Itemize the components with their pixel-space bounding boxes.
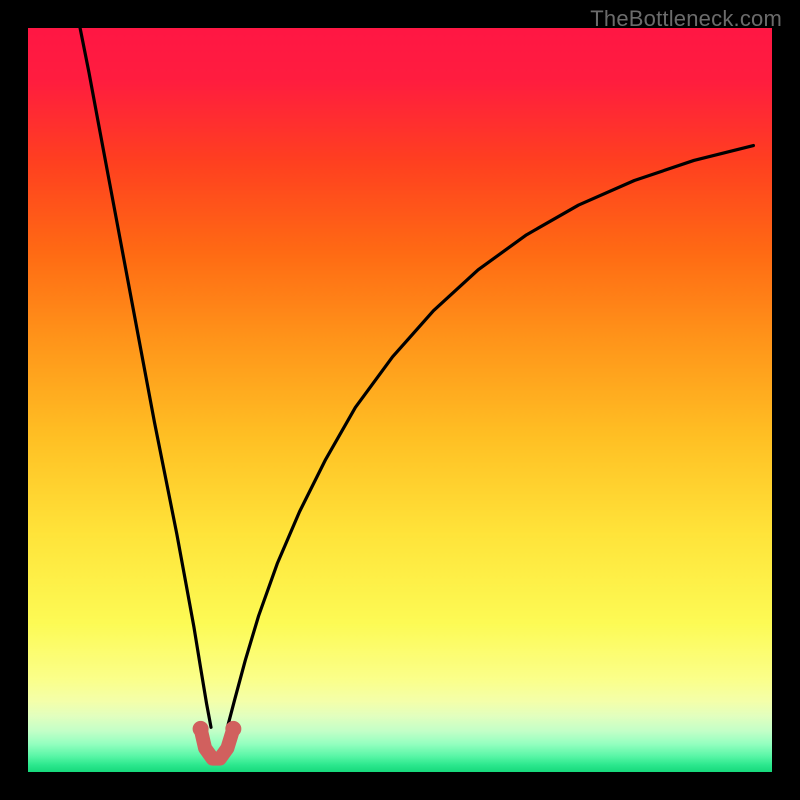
watermark-text: TheBottleneck.com xyxy=(590,6,782,32)
chart-curves xyxy=(28,28,772,772)
chart-plot-area xyxy=(28,28,772,772)
